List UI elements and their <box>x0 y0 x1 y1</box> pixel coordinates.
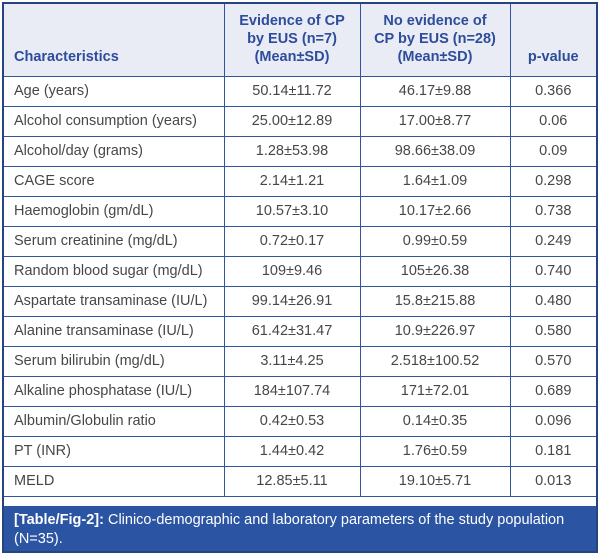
characteristic-cell: Haemoglobin (gm/dL) <box>4 195 225 227</box>
table-row: Alcohol consumption (years) 25.00±12.89 17… <box>4 105 596 137</box>
table-row: Age (years) 50.14±11.72 46.17±9.88 0.366 <box>4 75 596 107</box>
p-value-cell: 0.09 <box>509 135 596 167</box>
characteristic-cell: MELD <box>4 465 225 497</box>
table-row: PT (INR) 1.44±0.42 1.76±0.59 0.181 <box>4 435 596 467</box>
group2-value-cell: 1.64±1.09 <box>359 165 511 197</box>
characteristic-cell: CAGE score <box>4 165 225 197</box>
group1-value-cell: 0.72±0.17 <box>223 225 361 257</box>
table-header: Characteristics Evidence of CP by EUS (n… <box>4 4 596 77</box>
p-value-cell: 0.096 <box>509 405 596 437</box>
group2-value-cell: 0.14±0.35 <box>359 405 511 437</box>
characteristic-cell: Albumin/Globulin ratio <box>4 405 225 437</box>
group1-value-cell: 1.28±53.98 <box>223 135 361 167</box>
p-value-cell: 0.689 <box>509 375 596 407</box>
group2-value-cell: 17.00±8.77 <box>359 105 511 137</box>
p-value-cell: 0.298 <box>509 165 596 197</box>
group2-value-cell: 2.518±100.52 <box>359 345 511 377</box>
characteristic-cell: Serum bilirubin (mg/dL) <box>4 345 225 377</box>
group2-value-cell: 98.66±38.09 <box>359 135 511 167</box>
group2-value-cell: 10.9±226.97 <box>359 315 511 347</box>
group2-value-cell: 105±26.38 <box>359 255 511 287</box>
p-value-cell: 0.181 <box>509 435 596 467</box>
group1-value-cell: 2.14±1.21 <box>223 165 361 197</box>
caption-label: [Table/Fig-2]: <box>14 512 104 528</box>
characteristic-cell: Alcohol/day (grams) <box>4 135 225 167</box>
table-row: Aspartate transaminase (IU/L) 99.14±26.91… <box>4 285 596 317</box>
group2-value-cell: 1.76±0.59 <box>359 435 511 467</box>
characteristic-cell: Aspartate transaminase (IU/L) <box>4 285 225 317</box>
characteristic-cell: Age (years) <box>4 75 225 107</box>
table-row: Serum creatinine (mg/dL) 0.72±0.17 0.99±0.… <box>4 225 596 257</box>
p-value-cell: 0.480 <box>509 285 596 317</box>
p-value-cell: 0.366 <box>509 75 596 107</box>
group1-value-cell: 61.42±31.47 <box>223 315 361 347</box>
table-row: CAGE score 2.14±1.21 1.64±1.09 0.298 <box>4 165 596 197</box>
table-row: Random blood sugar (mg/dL) 109±9.46 105±26… <box>4 255 596 287</box>
table-header-row: Characteristics Evidence of CP by EUS (n… <box>4 4 596 77</box>
group1-value-cell: 184±107.74 <box>223 375 361 407</box>
characteristic-cell: Alanine transaminase (IU/L) <box>4 315 225 347</box>
column-header-characteristics: Characteristics <box>4 4 225 77</box>
table-row: Haemoglobin (gm/dL) 10.57±3.10 10.17±2.66 0… <box>4 195 596 227</box>
table-row: Albumin/Globulin ratio 0.42±0.53 0.14±0.35… <box>4 405 596 437</box>
column-header-evidence-cp: Evidence of CP by EUS (n=7) (Mean±SD) <box>223 4 361 77</box>
p-value-cell: 0.249 <box>509 225 596 257</box>
table-body: Age (years) 50.14±11.72 46.17±9.88 0.366 Alc… <box>4 75 596 497</box>
group1-value-cell: 3.11±4.25 <box>223 345 361 377</box>
table-row: Alkaline phosphatase (IU/L) 184±107.74 171… <box>4 375 596 407</box>
group1-value-cell: 25.00±12.89 <box>223 105 361 137</box>
table-row: Alcohol/day (grams) 1.28±53.98 98.66±38.09… <box>4 135 596 167</box>
column-header-no-evidence-cp: No evidence of CP by EUS (n=28) (Mean±SD… <box>359 4 511 77</box>
group2-value-cell: 46.17±9.88 <box>359 75 511 107</box>
group2-value-cell: 10.17±2.66 <box>359 195 511 227</box>
p-value-cell: 0.740 <box>509 255 596 287</box>
table-row: MELD 12.85±5.11 19.10±5.71 0.013 <box>4 465 596 497</box>
p-value-cell: 0.738 <box>509 195 596 227</box>
group2-value-cell: 171±72.01 <box>359 375 511 407</box>
group1-value-cell: 10.57±3.10 <box>223 195 361 227</box>
table-row: Serum bilirubin (mg/dL) 3.11±4.25 2.518±10… <box>4 345 596 377</box>
characteristic-cell: Alcohol consumption (years) <box>4 105 225 137</box>
group2-value-cell: 0.99±0.59 <box>359 225 511 257</box>
characteristic-cell: Alkaline phosphatase (IU/L) <box>4 375 225 407</box>
column-header-p-value: p-value <box>509 4 596 77</box>
group2-value-cell: 19.10±5.71 <box>359 465 511 497</box>
group1-value-cell: 50.14±11.72 <box>223 75 361 107</box>
p-value-cell: 0.580 <box>509 315 596 347</box>
group1-value-cell: 12.85±5.11 <box>223 465 361 497</box>
table-row: Alanine transaminase (IU/L) 61.42±31.47 10… <box>4 315 596 347</box>
group1-value-cell: 99.14±26.91 <box>223 285 361 317</box>
group1-value-cell: 1.44±0.42 <box>223 435 361 467</box>
caption-text: Clinico-demographic and laboratory param… <box>14 512 565 548</box>
characteristic-cell: Random blood sugar (mg/dL) <box>4 255 225 287</box>
p-value-cell: 0.570 <box>509 345 596 377</box>
p-value-cell: 0.013 <box>509 465 596 497</box>
p-value-cell: 0.06 <box>509 105 596 137</box>
group1-value-cell: 0.42±0.53 <box>223 405 361 437</box>
clinical-parameters-table: Characteristics Evidence of CP by EUS (n… <box>4 4 596 497</box>
characteristic-cell: Serum creatinine (mg/dL) <box>4 225 225 257</box>
table-caption: [Table/Fig-2]: Clinico-demographic and l… <box>4 506 596 551</box>
characteristic-cell: PT (INR) <box>4 435 225 467</box>
group2-value-cell: 15.8±215.88 <box>359 285 511 317</box>
group1-value-cell: 109±9.46 <box>223 255 361 287</box>
